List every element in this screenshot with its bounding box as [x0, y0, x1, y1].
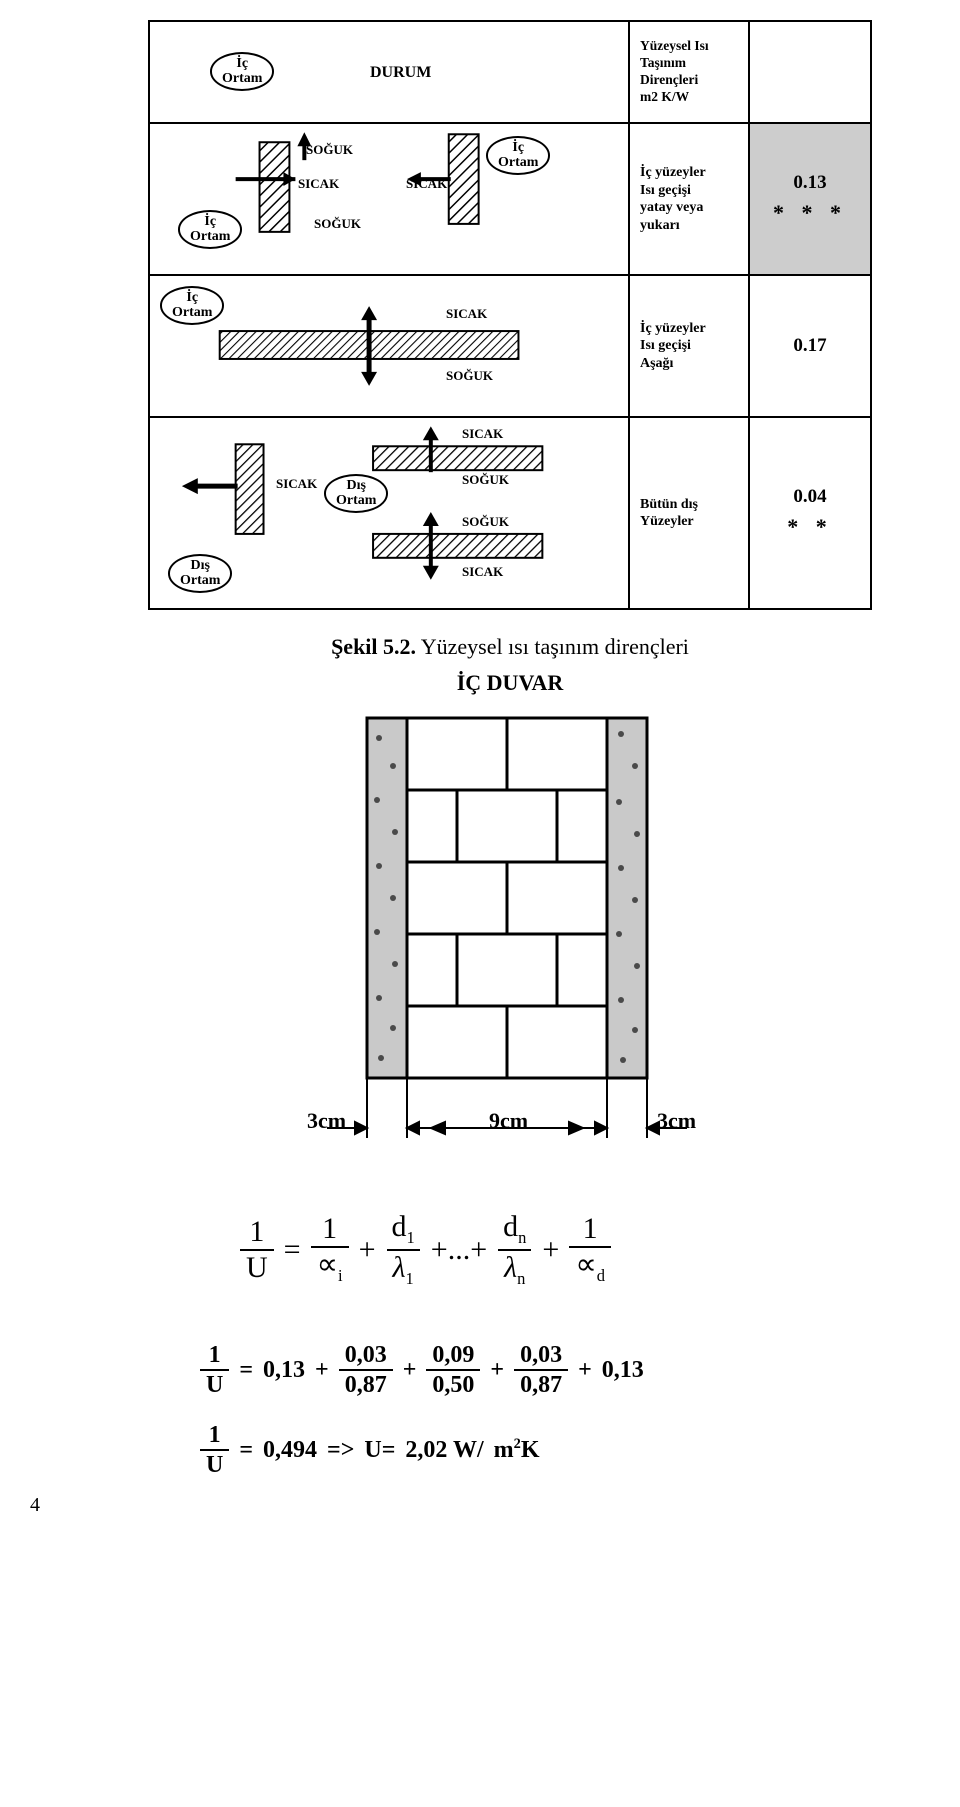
row2-desc-cell: İç yüzeyler Isı geçişi Aşağı	[630, 276, 750, 416]
row3-dis-ortam-1: Dış Ortam	[324, 474, 388, 513]
header-value-cell	[750, 22, 870, 122]
eq2-d: 0,03 0,87	[514, 1343, 568, 1397]
row2-ic-ortam: İç Ortam	[160, 286, 224, 325]
durum-label: DURUM	[370, 64, 431, 82]
row2-value: 0.17	[750, 335, 870, 357]
eq1-t2: d1 λ1	[386, 1212, 421, 1287]
row1-diagram-cell: SOĞUK SICAK SOĞUK SICAK İç Ortam İç Orta…	[150, 124, 630, 274]
row3-desc-text: Bütün dış Yüzeyler	[640, 496, 698, 531]
row2-desc-text: İç yüzeyler Isı geçişi Aşağı	[640, 320, 706, 373]
row1-sicak-1: SICAK	[298, 176, 339, 192]
row2-diagram-cell: İç Ortam SICAK SOĞUK	[150, 276, 630, 416]
row1-svg	[150, 124, 628, 274]
eq2-c: 0,09 0,50	[426, 1343, 480, 1397]
row2-value-cell: 0.17	[750, 276, 870, 416]
ic-ortam-ellipse: İç Ortam	[210, 52, 274, 91]
row2-soguk: SOĞUK	[446, 368, 493, 384]
row2-svg	[150, 276, 628, 416]
row3-sicak-3: SICAK	[462, 564, 503, 580]
row1-desc-cell: İç yüzeyler Isı geçişi yatay veya yukarı	[630, 124, 750, 274]
dim-right: 3cm	[657, 1108, 696, 1134]
dim-left: 3cm	[307, 1108, 346, 1134]
eq2-b: 0,03 0,87	[339, 1343, 393, 1397]
header-diagram-cell: İç Ortam DURUM	[150, 22, 630, 122]
equation-result: 1 U = 0,494 => U= 2,02 W/m2K	[200, 1423, 540, 1477]
row3-sicak-1: SICAK	[276, 476, 317, 492]
row1-sicak-2: SICAK	[406, 176, 447, 192]
row1-value: 0.13	[750, 172, 870, 194]
eq1-lhs: 1 U	[240, 1217, 274, 1283]
caption-text: Yüzeysel ısı taşınım dirençleri	[416, 634, 689, 659]
header-desc-text: Yüzeysel Isı Taşınım Dirençleri m2 K/W	[640, 38, 709, 106]
row1-ic-ortam-2: İç Ortam	[486, 136, 550, 175]
caption-label: Şekil 5.2.	[331, 634, 416, 659]
row3-soguk-2: SOĞUK	[462, 514, 509, 530]
row3-desc-cell: Bütün dış Yüzeyler	[630, 418, 750, 608]
row1-soguk-2: SOĞUK	[314, 216, 361, 232]
section-heading: İÇ DUVAR	[120, 670, 900, 696]
row3-dis-ortam-2: Dış Ortam	[168, 554, 232, 593]
resistance-table: İç Ortam DURUM Yüzeysel Isı Taşınım Dire…	[148, 20, 872, 610]
header-desc-cell: Yüzeysel Isı Taşınım Dirençleri m2 K/W	[630, 22, 750, 122]
unit: m2K	[494, 1436, 540, 1464]
equations-block: 1 U = 1 ∝i + d1 λ1 +...+ dn λn +	[200, 1212, 820, 1477]
row1-desc-text: İç yüzeyler Isı geçişi yatay veya yukarı	[640, 164, 706, 234]
equation-general: 1 U = 1 ∝i + d1 λ1 +...+ dn λn +	[240, 1212, 611, 1287]
dim-mid: 9cm	[489, 1108, 528, 1134]
row3-value: 0.04	[750, 486, 870, 508]
eq1-t1: 1 ∝i	[311, 1214, 349, 1285]
row1-ic-ortam-1: İç Ortam	[178, 210, 242, 249]
row3-soguk-1: SOĞUK	[462, 472, 509, 488]
row2-sicak: SICAK	[446, 306, 487, 322]
figure-caption: Şekil 5.2. Yüzeysel ısı taşınım dirençle…	[120, 634, 900, 660]
eq1-t4: 1 ∝d	[569, 1214, 611, 1285]
row3-asterisks: * *	[750, 514, 870, 540]
wall-diagram: 3cm 9cm 3cm	[305, 708, 715, 1188]
row3-sicak-2: SICAK	[462, 426, 503, 442]
row3-value-cell: 0.04 * *	[750, 418, 870, 608]
row1-asterisks: * * *	[750, 200, 870, 226]
eq3-lhs: 1 U	[200, 1423, 229, 1477]
row1-value-cell: 0.13 * * *	[750, 124, 870, 274]
row1-soguk-1: SOĞUK	[306, 142, 353, 158]
equation-numeric: 1 U = 0,13 + 0,03 0,87 + 0,09 0,50 + 0,0…	[200, 1343, 644, 1397]
row3-diagram-cell: SICAK SICAK SOĞUK SOĞUK SICAK Dış Ortam …	[150, 418, 630, 608]
page-number: 4	[30, 1494, 40, 1517]
eq2-lhs: 1 U	[200, 1343, 229, 1397]
eq1-t3: dn λn	[497, 1212, 532, 1287]
